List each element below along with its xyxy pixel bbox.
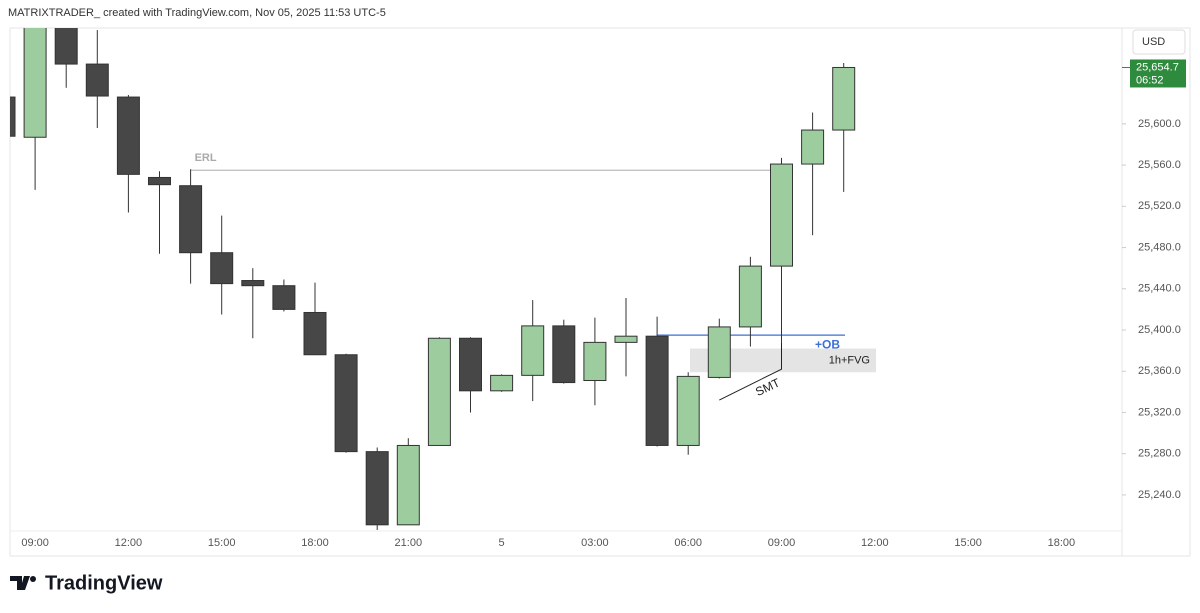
candle-up xyxy=(583,341,607,382)
candle-down xyxy=(148,176,171,186)
candle-down xyxy=(116,96,140,175)
x-tick-label: 12:00 xyxy=(115,537,143,549)
x-tick-label: 15:00 xyxy=(954,537,982,549)
x-tick-label: 18:00 xyxy=(301,537,329,549)
x-tick-label: 5 xyxy=(499,537,505,549)
candle-down xyxy=(85,63,109,97)
candle-down xyxy=(645,335,669,446)
candle-up xyxy=(738,265,762,328)
candle-up xyxy=(614,335,638,343)
x-tick-label: 03:00 xyxy=(581,537,609,549)
y-tick-label: 25,280.0 xyxy=(1138,448,1181,460)
y-tick-label: 25,400.0 xyxy=(1138,324,1181,336)
logo xyxy=(10,576,36,590)
candle-down xyxy=(303,311,327,356)
x-tick-label: 21:00 xyxy=(395,537,423,549)
countdown: 06:52 xyxy=(1136,74,1164,86)
y-tick-label: 25,520.0 xyxy=(1138,200,1181,212)
fvg-label: 1h+FVG xyxy=(829,354,870,366)
candle-down xyxy=(10,96,16,137)
x-tick-label: 12:00 xyxy=(861,537,889,549)
currency: USD xyxy=(1142,36,1165,48)
erl-label: ERL xyxy=(195,152,217,164)
smt-line xyxy=(719,342,782,401)
candle-down xyxy=(272,285,296,310)
candle-up xyxy=(770,163,793,267)
candle-up xyxy=(801,129,825,165)
candle-up xyxy=(707,326,731,378)
last-price-box xyxy=(1130,59,1186,88)
candle-down xyxy=(365,451,389,526)
frame xyxy=(9,27,1191,557)
x-tick-label: 09:00 xyxy=(21,537,49,549)
y-tick-label: 25,600.0 xyxy=(1138,118,1181,130)
y-tick-label: 25,360.0 xyxy=(1138,365,1181,377)
y-tick-label: 25,440.0 xyxy=(1138,283,1181,295)
x-tick-label: 18:00 xyxy=(1048,537,1076,549)
y-tick-label: 25,320.0 xyxy=(1138,406,1181,418)
brand: TradingView xyxy=(45,572,163,594)
x-tick-label: 06:00 xyxy=(674,537,702,549)
y-tick-label: 25,240.0 xyxy=(1138,489,1181,501)
candle-up xyxy=(23,28,47,138)
candle-up xyxy=(676,375,700,446)
y-tick-label: 25,480.0 xyxy=(1138,241,1181,253)
candle-down xyxy=(334,354,358,453)
ob-label: +OB xyxy=(815,337,840,351)
x-tick-label: 09:00 xyxy=(768,537,796,549)
candle-down xyxy=(179,185,203,254)
candle-up xyxy=(427,337,451,446)
candle-down xyxy=(210,252,234,285)
candle-up xyxy=(832,66,856,131)
candle-up xyxy=(396,444,420,526)
currency-box[interactable] xyxy=(1132,29,1186,55)
candle-down xyxy=(459,337,482,392)
candle-down xyxy=(552,325,576,384)
candle-down xyxy=(54,28,78,65)
header-text: MATRIXTRADER_ created with TradingView.c… xyxy=(8,7,386,19)
candle-down xyxy=(241,280,265,287)
x-tick-label: 15:00 xyxy=(208,537,236,549)
fvg-zone xyxy=(690,348,876,373)
candle-up xyxy=(490,374,514,392)
last-price-label: 25,654.7 xyxy=(1136,61,1179,73)
y-tick-label: 25,560.0 xyxy=(1138,159,1181,171)
candle-up xyxy=(521,325,545,376)
